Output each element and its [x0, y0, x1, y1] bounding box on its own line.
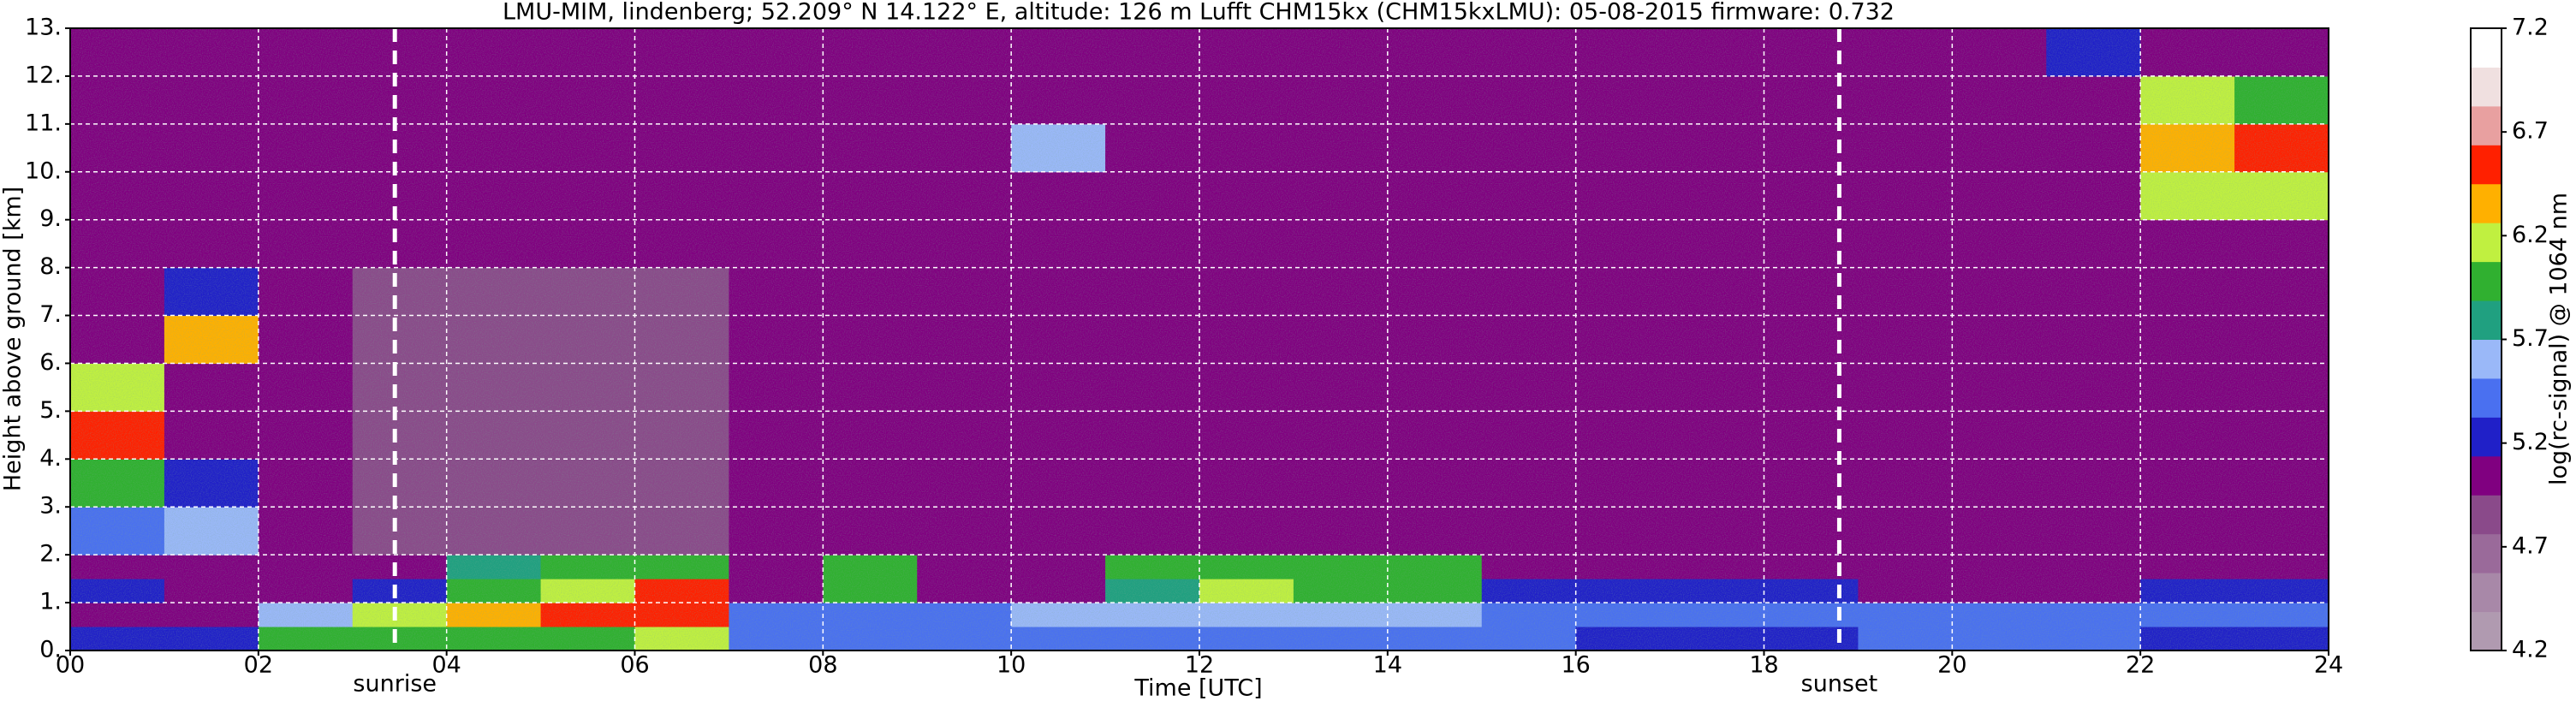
x-tick-label: 22: [2126, 652, 2155, 679]
y-tick-label: 5.: [39, 397, 62, 424]
x-tick-label: 12: [1185, 652, 1214, 679]
colorbar-swatch: [2471, 300, 2502, 340]
y-tick-label: 4.: [39, 445, 62, 472]
colorbar-tick-label: 5.2: [2512, 429, 2549, 455]
colorbar-swatch: [2471, 611, 2502, 651]
colorbar-tick-label: 6.2: [2512, 222, 2549, 248]
colorbar-swatch: [2471, 28, 2502, 68]
colorbar-swatch: [2471, 533, 2502, 573]
y-tick-label: 11.: [25, 110, 62, 136]
x-tick-label: 08: [808, 652, 837, 679]
colorbar-label: log(rc-signal) @ 1064 nm: [2546, 193, 2573, 485]
y-tick-label: 13.: [25, 15, 62, 41]
colorbar-tick-label: 7.2: [2512, 15, 2549, 41]
colorbar-swatch: [2471, 145, 2502, 185]
x-tick-label: 14: [1373, 652, 1402, 679]
colorbar-swatch: [2471, 67, 2502, 107]
x-tick-label: 04: [431, 652, 461, 679]
colorbar-swatch: [2471, 183, 2502, 223]
colorbar-swatch: [2471, 105, 2502, 146]
y-tick-label: 0.: [39, 637, 62, 663]
y-tick-label: 1.: [39, 589, 62, 615]
colorbar-swatch: [2471, 261, 2502, 301]
colorbar-swatch: [2471, 377, 2502, 418]
x-tick-label: 24: [2314, 652, 2343, 679]
colorbar-swatch: [2471, 339, 2502, 379]
colorbar-swatch: [2471, 455, 2502, 496]
x-tick-label: 16: [1561, 652, 1590, 679]
x-tick-label: 06: [620, 652, 649, 679]
plot-frame: [69, 27, 2329, 651]
x-tick-label: 00: [56, 652, 85, 679]
colorbar-swatch: [2471, 223, 2502, 263]
colorbar-tick-label: 4.7: [2512, 532, 2549, 559]
y-tick-label: 10.: [25, 157, 62, 184]
x-tick-label: 20: [1937, 652, 1966, 679]
x-tick-label: 18: [1749, 652, 1778, 679]
colorbar-swatch: [2471, 417, 2502, 457]
x-tick-label: 02: [244, 652, 273, 679]
y-tick-label: 12.: [25, 62, 62, 88]
colorbar-tick-label: 5.7: [2512, 325, 2549, 352]
annotation-label: sunrise: [353, 671, 437, 698]
colorbar-swatch: [2471, 495, 2502, 535]
y-axis-label: Height above ground [km]: [0, 187, 27, 491]
y-tick-label: 8.: [39, 253, 62, 280]
colorbar-tick-label: 4.2: [2512, 637, 2549, 663]
colorbar-swatch: [2471, 573, 2502, 613]
y-tick-label: 6.: [39, 349, 62, 376]
chart-title: LMU-MIM, lindenberg; 52.209° N 14.122° E…: [503, 0, 1895, 26]
colorbar-tick-label: 6.7: [2512, 118, 2549, 145]
y-tick-label: 7.: [39, 301, 62, 328]
x-tick-label: 10: [996, 652, 1026, 679]
y-tick-label: 9.: [39, 205, 62, 232]
annotation-label: sunset: [1801, 671, 1878, 698]
y-tick-label: 2.: [39, 541, 62, 567]
y-tick-label: 3.: [39, 493, 62, 520]
colorbar-frame: [2470, 27, 2502, 651]
x-axis-label: Time [UTC]: [1133, 675, 1262, 702]
